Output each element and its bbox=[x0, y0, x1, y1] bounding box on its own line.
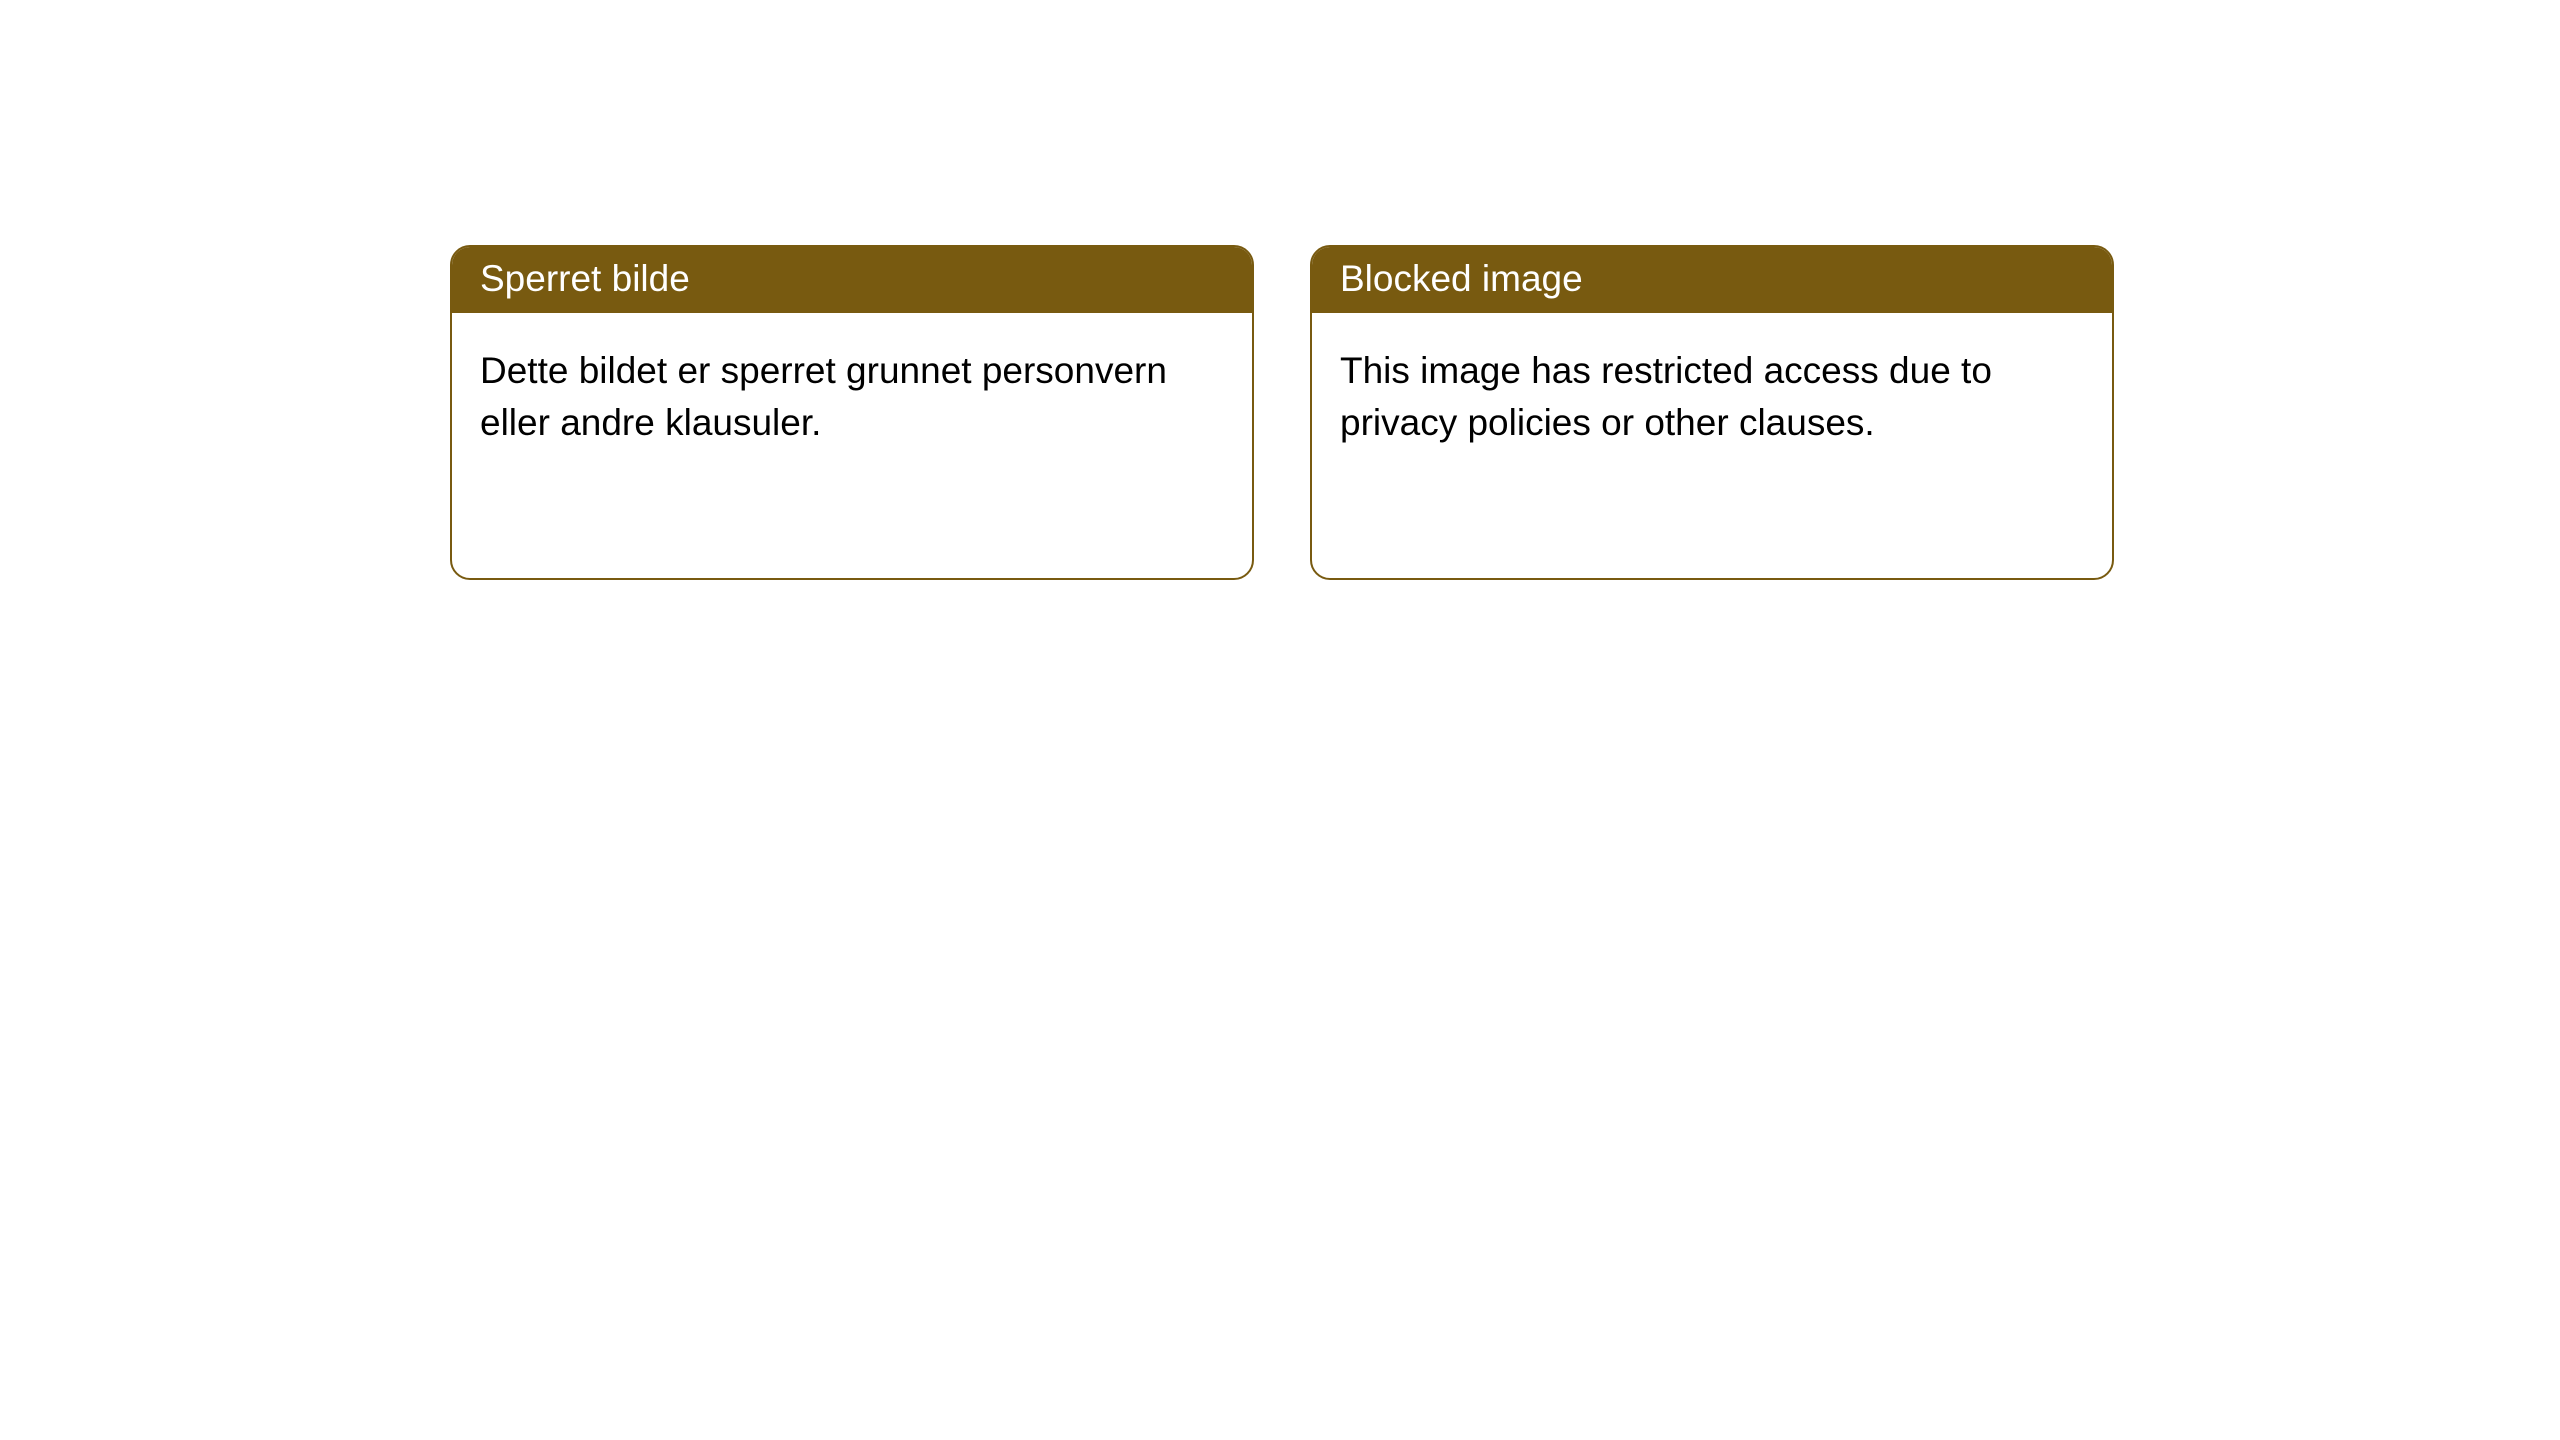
panel-norwegian: Sperret bilde Dette bildet er sperret gr… bbox=[450, 245, 1254, 580]
panel-body-english: This image has restricted access due to … bbox=[1312, 313, 2112, 481]
panel-english: Blocked image This image has restricted … bbox=[1310, 245, 2114, 580]
panel-body-norwegian: Dette bildet er sperret grunnet personve… bbox=[452, 313, 1252, 481]
panels-container: Sperret bilde Dette bildet er sperret gr… bbox=[0, 0, 2560, 580]
panel-title-english: Blocked image bbox=[1312, 247, 2112, 313]
panel-title-norwegian: Sperret bilde bbox=[452, 247, 1252, 313]
